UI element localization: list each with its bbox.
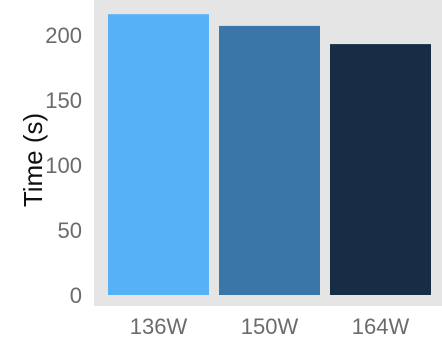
x-tick-labels: 136W 150W 164W <box>130 314 410 339</box>
y-axis-title: Time (s) <box>18 113 48 207</box>
bars-group <box>108 14 431 296</box>
y-tick-label-200: 200 <box>45 23 82 48</box>
bar-150w <box>219 25 320 296</box>
bar-164w <box>330 44 431 295</box>
bar-136w <box>108 14 209 295</box>
x-tick-label-150w: 150W <box>241 314 299 339</box>
y-tick-label-100: 100 <box>45 153 82 178</box>
y-tick-labels: 0 50 100 150 200 <box>45 23 82 308</box>
y-tick-label-50: 50 <box>58 218 82 243</box>
x-tick-label-164w: 164W <box>352 314 410 339</box>
x-tick-label-136w: 136W <box>130 314 188 339</box>
y-tick-label-150: 150 <box>45 88 82 113</box>
y-tick-label-0: 0 <box>70 283 82 308</box>
